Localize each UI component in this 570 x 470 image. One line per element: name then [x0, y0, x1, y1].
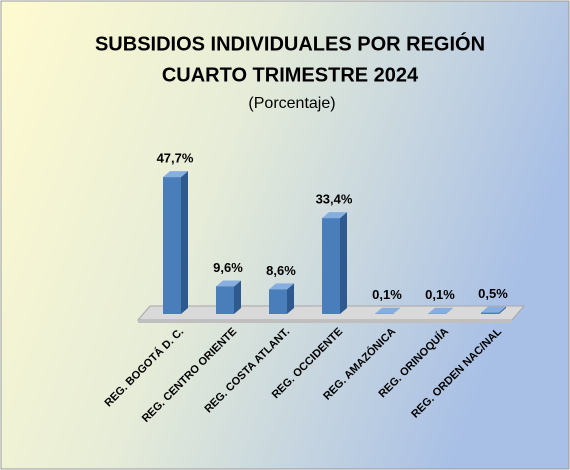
- bar-top: [216, 280, 241, 287]
- bar-top: [428, 307, 453, 314]
- bar-side: [393, 307, 400, 314]
- bar-front: [481, 312, 499, 314]
- bar-side: [181, 171, 188, 314]
- bar: [269, 283, 294, 314]
- chart-title: CUARTO TRIMESTRE 2024: [162, 64, 419, 86]
- chart-subtitle: (Porcentaje): [248, 95, 335, 112]
- bar-top: [269, 283, 294, 290]
- bar-front: [322, 218, 340, 314]
- value-label: 33,4%: [316, 192, 353, 207]
- bar-front: [216, 286, 234, 314]
- bar: [428, 307, 453, 314]
- bar-front: [163, 177, 181, 314]
- value-label: 0,5%: [478, 286, 508, 301]
- chart-title: SUBSIDIOS INDIVIDUALES POR REGIÓN: [95, 31, 485, 55]
- bar-front: [269, 289, 287, 314]
- bar-top: [375, 307, 400, 314]
- bar: [375, 307, 400, 314]
- value-label: 0,1%: [372, 287, 402, 302]
- bar-top: [163, 171, 188, 178]
- value-label: 9,6%: [213, 260, 243, 275]
- floor-edge: [138, 320, 512, 323]
- value-label: 47,7%: [157, 151, 194, 166]
- bar: [322, 212, 347, 314]
- bar-side: [499, 306, 506, 314]
- bar-side: [340, 212, 347, 314]
- bar-side: [446, 307, 453, 314]
- value-label: 0,1%: [425, 287, 455, 302]
- bar-side: [234, 280, 241, 314]
- bar-side: [287, 283, 294, 314]
- bar: [481, 306, 506, 314]
- bar-top: [322, 212, 347, 219]
- bar: [163, 171, 188, 314]
- bar-top: [481, 306, 506, 313]
- bar: [216, 280, 241, 314]
- value-label: 8,6%: [266, 263, 296, 278]
